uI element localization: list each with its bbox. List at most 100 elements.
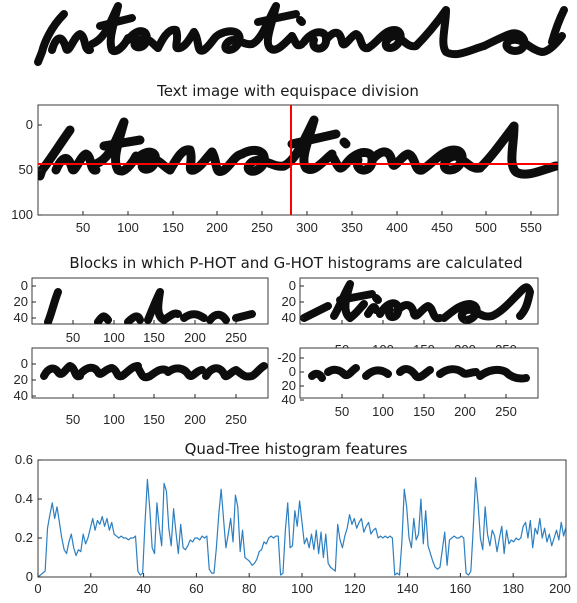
svg-text:200: 200	[454, 404, 476, 419]
block-y-ticks: 0 20 40	[14, 356, 36, 403]
block-handwriting-image	[40, 362, 268, 382]
svg-text:40: 40	[14, 388, 28, 403]
y-tick: 0	[289, 278, 304, 293]
svg-text:150: 150	[143, 330, 165, 345]
svg-text:50: 50	[335, 404, 349, 419]
x-tick: 80	[242, 573, 256, 596]
x-tick: 200	[184, 394, 206, 427]
equispace-panel: 50 100 150 200 250 300 350 400 450 500 5…	[11, 104, 559, 235]
x-tick: 350	[341, 211, 363, 235]
svg-text:0: 0	[26, 117, 33, 132]
svg-text:160: 160	[450, 581, 472, 596]
block-handwriting-image	[300, 280, 534, 324]
svg-text:20: 20	[282, 294, 296, 309]
svg-text:350: 350	[341, 220, 363, 235]
x-tick: 200	[206, 211, 228, 235]
svg-text:100: 100	[103, 330, 125, 345]
x-tick: 60	[189, 573, 204, 596]
x-tick: 500	[475, 211, 497, 235]
svg-text:40: 40	[282, 310, 296, 325]
svg-text:0: 0	[289, 278, 296, 293]
svg-text:100: 100	[103, 412, 125, 427]
svg-text:50: 50	[19, 162, 33, 177]
y-tick: 0	[26, 117, 42, 132]
y-tick: 40	[282, 392, 304, 407]
svg-text:0: 0	[21, 278, 28, 293]
svg-text:300: 300	[296, 220, 318, 235]
x-tick: 100	[103, 320, 125, 345]
svg-text:80: 80	[242, 581, 256, 596]
x-tick: 150	[162, 211, 184, 235]
x-tick: 180	[502, 573, 524, 596]
block-top-left: 50 100 150 200 250 0 20 40	[14, 277, 269, 345]
x-tick: 0	[34, 573, 42, 596]
x-tick: 100	[117, 211, 139, 235]
svg-text:500: 500	[475, 220, 497, 235]
x-tick: 150	[143, 320, 165, 345]
blocks-title: Blocks in which P-HOT and G-HOT histogra…	[69, 254, 522, 272]
header-handwriting-image	[34, 2, 568, 66]
y-tick: 40	[282, 310, 304, 325]
y-tick: 0.2	[15, 530, 42, 545]
line-series-layer	[37, 476, 567, 578]
x-tick: 450	[431, 211, 453, 235]
svg-text:0.4: 0.4	[15, 491, 33, 506]
x-tick: 150	[143, 394, 165, 427]
svg-text:0: 0	[26, 569, 33, 584]
x-tick: 200	[454, 394, 476, 419]
x-tick: 100	[372, 394, 394, 419]
svg-text:0: 0	[289, 364, 296, 379]
svg-text:100: 100	[11, 207, 33, 222]
x-tick: 150	[413, 394, 435, 419]
x-tick: 120	[344, 573, 366, 596]
y-tick: 100	[11, 207, 42, 222]
svg-text:200: 200	[184, 330, 206, 345]
svg-text:0.6: 0.6	[15, 452, 33, 467]
chart-y-axis: 0 0.2 0.4 0.6	[15, 452, 42, 584]
x-tick: 50	[66, 394, 80, 427]
svg-text:550: 550	[520, 220, 542, 235]
y-tick: -20	[277, 350, 304, 365]
svg-text:40: 40	[282, 392, 296, 407]
svg-text:-20: -20	[277, 350, 296, 365]
x-tick: 40	[136, 573, 151, 596]
block-bottom-left: 50 100 150 200 250 0 20 40	[14, 347, 269, 427]
block-y-ticks: -20 0 20 40	[277, 350, 304, 407]
svg-text:100: 100	[372, 404, 394, 419]
svg-text:20: 20	[14, 372, 28, 387]
y-tick: 20	[14, 294, 36, 309]
x-tick: 50	[66, 320, 80, 345]
svg-text:250: 250	[251, 220, 273, 235]
equispace-title: Text image with equispace division	[156, 82, 419, 100]
x-tick: 20	[84, 573, 98, 596]
y-tick: 0	[26, 569, 42, 584]
equispace-handwriting-image	[38, 105, 558, 215]
y-tick: 20	[282, 378, 304, 393]
svg-text:0: 0	[21, 356, 28, 371]
svg-text:250: 250	[225, 330, 247, 345]
svg-text:400: 400	[386, 220, 408, 235]
x-tick: 160	[450, 573, 472, 596]
chart-title: Quad-Tree histogram features	[185, 440, 408, 458]
svg-text:250: 250	[225, 412, 247, 427]
block-y-ticks: 0 20 40	[14, 278, 36, 325]
x-tick: 250	[251, 211, 273, 235]
svg-text:60: 60	[189, 581, 203, 596]
svg-text:250: 250	[495, 404, 517, 419]
svg-text:40: 40	[136, 581, 150, 596]
svg-text:40: 40	[14, 310, 28, 325]
svg-text:120: 120	[344, 581, 366, 596]
svg-text:450: 450	[431, 220, 453, 235]
x-tick: 250	[225, 394, 247, 427]
y-tick: 0	[21, 356, 36, 371]
x-tick: 100	[291, 573, 313, 596]
equispace-x-ticks: 50 100 150 200 250 300 350 400 450 500 5…	[76, 211, 542, 235]
svg-text:50: 50	[66, 330, 80, 345]
svg-text:150: 150	[413, 404, 435, 419]
svg-text:100: 100	[117, 220, 139, 235]
svg-text:20: 20	[282, 378, 296, 393]
equispace-y-ticks: 0 50 100	[11, 117, 42, 222]
x-tick: 250	[495, 394, 517, 419]
x-tick: 250	[225, 320, 247, 345]
y-tick: 40	[14, 310, 36, 325]
